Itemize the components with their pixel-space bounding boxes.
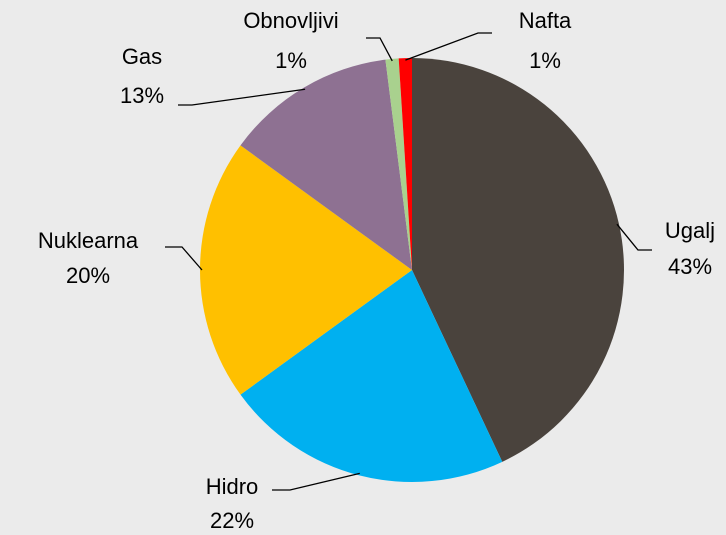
leader-line — [165, 246, 203, 271]
leader-line — [405, 32, 492, 61]
pie-slice — [240, 270, 503, 482]
slice-value-label: 43% — [668, 254, 712, 279]
slice-value-label: 1% — [275, 48, 307, 73]
slice-value-label: 22% — [210, 508, 254, 533]
pie-slice — [412, 58, 624, 462]
slice-value-label: 13% — [120, 83, 164, 108]
slice-label: Gas — [122, 44, 162, 69]
slice-label: Obnovljivi — [243, 8, 338, 33]
pie-slice — [240, 59, 412, 270]
leader-line — [178, 88, 306, 106]
slice-label: Nuklearna — [38, 228, 139, 253]
slice-label: Nafta — [519, 8, 572, 33]
leader-line — [616, 223, 652, 251]
slice-value-label: 20% — [66, 263, 110, 288]
leader-line — [272, 472, 360, 491]
slice-label: Ugalj — [665, 218, 715, 243]
leader-line — [366, 37, 393, 62]
pie-slice — [398, 58, 412, 270]
slice-label: Hidro — [206, 474, 259, 499]
pie-slice — [385, 58, 412, 270]
pie-slice — [200, 145, 412, 395]
slice-value-label: 1% — [529, 48, 561, 73]
